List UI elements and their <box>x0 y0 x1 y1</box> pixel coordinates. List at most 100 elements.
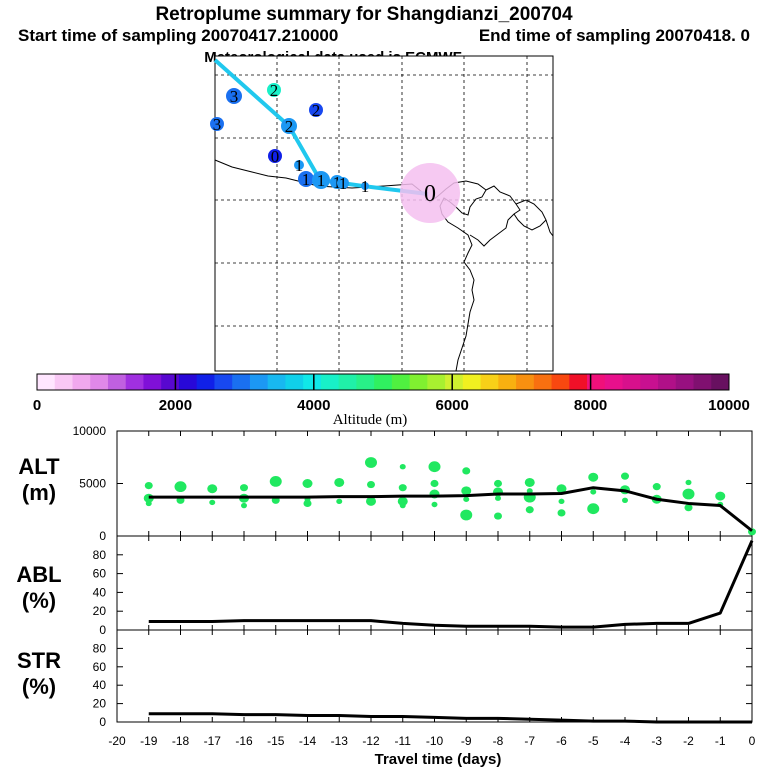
colorbar-cell <box>37 374 56 390</box>
altitude-scatter-point <box>494 512 502 520</box>
altitude-scatter-point <box>684 504 693 512</box>
y-tick-label: 20 <box>93 604 107 618</box>
panel-label-alt: ALT <box>18 454 60 479</box>
colorbar-cell <box>90 374 109 390</box>
trajectory-marker <box>337 177 349 189</box>
colorbar-cell <box>54 374 73 390</box>
altitude-scatter-point <box>494 479 502 488</box>
altitude-scatter-point <box>652 483 661 491</box>
altitude-scatter-point <box>240 484 248 492</box>
y-tick-label: 0 <box>99 529 106 543</box>
colorbar-cell <box>178 374 198 390</box>
y-tick-label: 60 <box>93 567 107 581</box>
panel-unit-str: (%) <box>22 674 56 699</box>
altitude-scatter-point <box>431 501 438 508</box>
colorbar-cell <box>232 374 251 390</box>
altitude-scatter-point <box>525 506 534 514</box>
colorbar-cell <box>445 374 464 390</box>
altitude-panel: 0 5000 10000 ALT(m) <box>18 424 756 543</box>
altitude-scatter-point <box>685 479 692 486</box>
x-tick-label: -7 <box>524 734 535 748</box>
y-tick-label: 20 <box>93 697 107 711</box>
altitude-scatter-point <box>302 479 313 488</box>
x-tick-label: -15 <box>267 734 285 748</box>
colorbar-cell <box>551 374 570 390</box>
x-axis-label: Travel time (days) <box>375 751 502 768</box>
series-line-str <box>148 712 752 724</box>
colorbar-cell <box>267 374 286 390</box>
y-tick-label: 0 <box>99 715 106 729</box>
colorbar-cell <box>480 374 499 390</box>
colorbar-cell <box>249 374 269 390</box>
colorbar-tick-label: 2000 <box>159 397 192 414</box>
altitude-scatter-point <box>145 500 152 507</box>
colorbar-cell <box>498 374 517 390</box>
colorbar-cell <box>338 374 357 390</box>
y-tick-label: 40 <box>93 678 107 692</box>
altitude-scatter-point <box>397 496 408 506</box>
altitude-scatter-point <box>366 496 376 506</box>
altitude-scatter-point <box>367 480 375 489</box>
x-tick-label: -9 <box>461 734 472 748</box>
trajectory-marker <box>294 160 304 170</box>
altitude-scatter-point <box>461 486 472 496</box>
trajectory-marker-label: 3 <box>213 115 222 134</box>
x-tick-label: -18 <box>172 734 190 748</box>
altitude-scatter-point <box>399 464 406 470</box>
altitude-scatter-point <box>399 502 406 509</box>
altitude-scatter-point <box>336 498 343 505</box>
altitude-scatter-point <box>556 484 567 494</box>
altitude-scatter-point <box>174 481 187 493</box>
altitude-scatter-point <box>587 503 600 515</box>
colorbar-tick-label: 0 <box>33 397 41 414</box>
trajectory-marker <box>226 88 242 104</box>
colorbar-cell <box>107 374 127 390</box>
altitude-scatter-point <box>463 496 470 502</box>
source-marker-label: 0 <box>424 181 436 207</box>
colorbar-cell <box>125 374 144 390</box>
trajectory-marker <box>361 182 369 190</box>
colorbar-cells <box>37 374 730 390</box>
altitude-scatter-point <box>269 476 282 487</box>
altitude-scatter-point <box>495 495 501 501</box>
abl-panel: 0 20 40 60 80 ABL(%) <box>16 535 754 637</box>
colorbar-cell <box>675 374 695 390</box>
colorbar-tick-label: 10000 <box>708 397 750 414</box>
source-circle <box>400 163 460 223</box>
colorbar-cell <box>711 374 730 390</box>
colorbar-cell <box>374 374 393 390</box>
colorbar-cell <box>143 374 162 390</box>
trajectory-marker-label: 3 <box>230 87 239 106</box>
x-tick-label: -10 <box>426 734 444 748</box>
series-line-alt <box>148 486 753 532</box>
trajectory-marker <box>312 171 330 189</box>
trajectory-marker-label: 0 <box>271 147 280 166</box>
series-line-abl <box>148 540 754 629</box>
colorbar-cell <box>409 374 428 390</box>
colorbar-tick-label: 8000 <box>574 397 607 414</box>
altitude-scatter-point <box>430 479 439 488</box>
x-tick-label: -4 <box>620 734 631 748</box>
altitude-scatter-point <box>621 472 629 480</box>
colorbar-cell <box>693 374 712 390</box>
trajectory-marker <box>281 118 297 134</box>
colorbar-cell <box>587 374 606 390</box>
figure-title: Retroplume summary for Shangdianzi_20070… <box>155 4 573 25</box>
colorbar-cell <box>658 374 677 390</box>
panel-unit-alt: (m) <box>22 480 56 505</box>
colorbar-cell <box>516 374 535 390</box>
y-tick-label: 80 <box>93 641 107 655</box>
colorbar-cell <box>72 374 91 390</box>
altitude-scatter-point <box>715 491 726 501</box>
x-tick-label: -1 <box>715 734 726 748</box>
panel-label-abl: ABL <box>16 562 61 587</box>
altitude-scatter-point <box>622 497 628 503</box>
altitude-scatter-point <box>428 461 441 473</box>
colorbar-cell <box>320 374 340 390</box>
start-time-label: Start time of sampling 20070417.210000 <box>18 26 338 45</box>
colorbar-label: Altitude (m) <box>333 412 408 428</box>
y-tick-label: 40 <box>93 585 107 599</box>
y-tick-label: 0 <box>99 623 106 637</box>
